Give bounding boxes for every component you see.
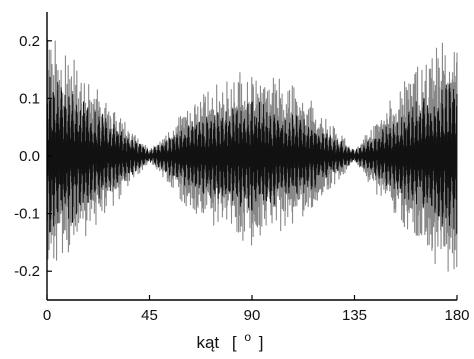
x-tick-label: 0 <box>43 307 51 324</box>
series-grey <box>46 39 458 272</box>
x-axis-title-close-bracket: ] <box>259 333 264 352</box>
plot-area <box>46 39 458 272</box>
x-tick-label: 180 <box>444 307 469 324</box>
x-tick-label: 45 <box>141 307 158 324</box>
x-axis-ticks: 0 45 90 135 180 <box>43 295 470 324</box>
x-axis-title: kąt [ o ] <box>196 326 263 352</box>
y-tick-label: 0.0 <box>19 148 40 165</box>
series-black <box>46 76 458 234</box>
y-tick-label: -0.2 <box>14 263 40 280</box>
y-tick-label: -0.1 <box>14 206 40 223</box>
series-line <box>46 76 458 234</box>
x-tick-label: 90 <box>244 307 261 324</box>
y-tick-label: 0.1 <box>19 90 40 107</box>
x-axis-title-word: kąt <box>196 333 219 352</box>
x-tick-label: 135 <box>342 307 367 324</box>
y-axis-ticks: 0.2 0.1 0.0 -0.1 -0.2 <box>14 33 52 280</box>
x-axis-title-degree-mark: o <box>244 330 251 344</box>
x-axis-title-open-bracket: [ <box>232 333 237 352</box>
y-tick-label: 0.2 <box>19 33 40 50</box>
series-line <box>46 39 458 272</box>
